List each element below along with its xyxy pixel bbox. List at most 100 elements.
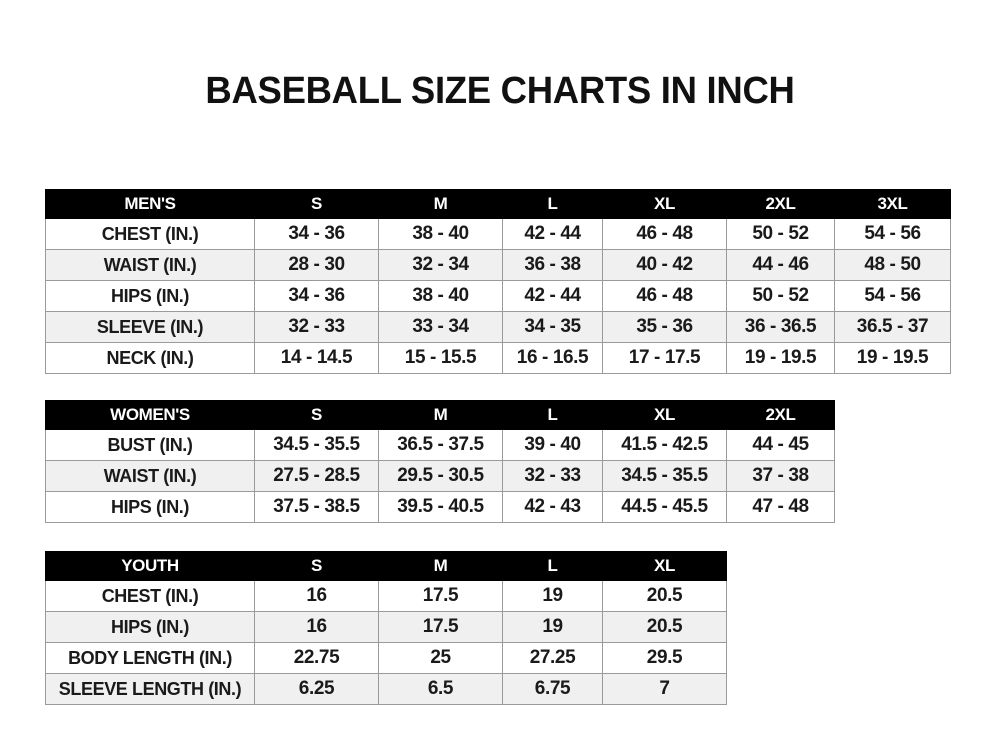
size-value-cell: 34 - 36 bbox=[254, 280, 379, 312]
size-header: L bbox=[502, 189, 603, 219]
table-header-row: YOUTH S M L XL bbox=[45, 551, 727, 581]
size-value-cell: 37 - 38 bbox=[726, 460, 835, 492]
size-header: M bbox=[378, 189, 503, 219]
category-header: WOMEN'S bbox=[45, 400, 255, 430]
size-value-cell: 39 - 40 bbox=[502, 429, 603, 461]
size-value-cell: 27.25 bbox=[502, 642, 603, 674]
table-row: SLEEVE LENGTH (IN.) 6.25 6.5 6.75 7 bbox=[45, 673, 727, 705]
size-value-cell: 19 - 19.5 bbox=[834, 342, 951, 374]
size-value-cell: 6.75 bbox=[502, 673, 603, 705]
size-value-cell: 27.5 - 28.5 bbox=[254, 460, 379, 492]
size-value-cell: 38 - 40 bbox=[378, 280, 503, 312]
measurement-label: CHEST (IN.) bbox=[45, 580, 255, 612]
measurement-label: BODY LENGTH (IN.) bbox=[45, 642, 255, 674]
size-value-cell: 29.5 bbox=[602, 642, 727, 674]
size-value-cell: 42 - 44 bbox=[502, 280, 603, 312]
table-row: CHEST (IN.) 16 17.5 19 20.5 bbox=[45, 580, 727, 612]
table-row: SLEEVE (IN.) 32 - 33 33 - 34 34 - 35 35 - 36… bbox=[45, 311, 951, 343]
womens-size-table: WOMEN'S S M L XL 2XL BUST (IN.) 34.5 - 35.5 36.5… bbox=[45, 400, 835, 523]
table-row: BODY LENGTH (IN.) 22.75 25 27.25 29.5 bbox=[45, 642, 727, 674]
size-value-cell: 32 - 33 bbox=[254, 311, 379, 343]
size-value-cell: 40 - 42 bbox=[602, 249, 727, 281]
size-value-cell: 34 - 36 bbox=[254, 218, 379, 250]
size-header: M bbox=[378, 400, 503, 430]
size-value-cell: 16 - 16.5 bbox=[502, 342, 603, 374]
size-header: XL bbox=[602, 189, 727, 219]
measurement-label: SLEEVE (IN.) bbox=[45, 311, 255, 343]
size-value-cell: 29.5 - 30.5 bbox=[378, 460, 503, 492]
size-value-cell: 20.5 bbox=[602, 611, 727, 643]
size-value-cell: 34 - 35 bbox=[502, 311, 603, 343]
size-value-cell: 48 - 50 bbox=[834, 249, 951, 281]
size-value-cell: 44 - 46 bbox=[726, 249, 835, 281]
page-title: BASEBALL SIZE CHARTS IN INCH bbox=[205, 70, 795, 112]
measurement-label: BUST (IN.) bbox=[45, 429, 255, 461]
size-value-cell: 54 - 56 bbox=[834, 218, 951, 250]
size-value-cell: 25 bbox=[378, 642, 503, 674]
table-row: HIPS (IN.) 16 17.5 19 20.5 bbox=[45, 611, 727, 643]
size-value-cell: 41.5 - 42.5 bbox=[602, 429, 727, 461]
size-header: 2XL bbox=[726, 400, 835, 430]
size-value-cell: 46 - 48 bbox=[602, 280, 727, 312]
size-value-cell: 42 - 43 bbox=[502, 491, 603, 523]
youth-size-table: YOUTH S M L XL CHEST (IN.) 16 17.5 19 20.5 HIPS (I… bbox=[45, 551, 727, 705]
size-value-cell: 50 - 52 bbox=[726, 218, 835, 250]
category-header: MEN'S bbox=[45, 189, 255, 219]
size-value-cell: 6.5 bbox=[378, 673, 503, 705]
size-value-cell: 17.5 bbox=[378, 611, 503, 643]
size-value-cell: 19 - 19.5 bbox=[726, 342, 835, 374]
size-value-cell: 15 - 15.5 bbox=[378, 342, 503, 374]
table-row: HIPS (IN.) 34 - 36 38 - 40 42 - 44 46 - 48 50… bbox=[45, 280, 951, 312]
size-value-cell: 46 - 48 bbox=[602, 218, 727, 250]
measurement-label: WAIST (IN.) bbox=[45, 249, 255, 281]
size-header: XL bbox=[602, 551, 727, 581]
size-value-cell: 17 - 17.5 bbox=[602, 342, 727, 374]
table-row: HIPS (IN.) 37.5 - 38.5 39.5 - 40.5 42 - 43 4… bbox=[45, 491, 835, 523]
size-header: L bbox=[502, 551, 603, 581]
size-value-cell: 38 - 40 bbox=[378, 218, 503, 250]
size-value-cell: 44 - 45 bbox=[726, 429, 835, 461]
mens-size-table: MEN'S S M L XL 2XL 3XL CHEST (IN.) 34 - 36 38 - 4… bbox=[45, 189, 951, 374]
size-value-cell: 34.5 - 35.5 bbox=[254, 429, 379, 461]
size-value-cell: 42 - 44 bbox=[502, 218, 603, 250]
size-header: M bbox=[378, 551, 503, 581]
size-header: XL bbox=[602, 400, 727, 430]
table-header-row: MEN'S S M L XL 2XL 3XL bbox=[45, 189, 951, 219]
table-row: NECK (IN.) 14 - 14.5 15 - 15.5 16 - 16.5 17 … bbox=[45, 342, 951, 374]
size-value-cell: 6.25 bbox=[254, 673, 379, 705]
size-value-cell: 36.5 - 37 bbox=[834, 311, 951, 343]
size-header: 3XL bbox=[834, 189, 951, 219]
size-value-cell: 19 bbox=[502, 580, 603, 612]
size-header: S bbox=[254, 551, 379, 581]
table-header-row: WOMEN'S S M L XL 2XL bbox=[45, 400, 835, 430]
size-value-cell: 28 - 30 bbox=[254, 249, 379, 281]
table-row: WAIST (IN.) 28 - 30 32 - 34 36 - 38 40 - 42 4… bbox=[45, 249, 951, 281]
size-value-cell: 14 - 14.5 bbox=[254, 342, 379, 374]
size-value-cell: 7 bbox=[602, 673, 727, 705]
size-value-cell: 36 - 38 bbox=[502, 249, 603, 281]
size-value-cell: 20.5 bbox=[602, 580, 727, 612]
size-header: 2XL bbox=[726, 189, 835, 219]
size-value-cell: 50 - 52 bbox=[726, 280, 835, 312]
size-value-cell: 32 - 34 bbox=[378, 249, 503, 281]
size-value-cell: 47 - 48 bbox=[726, 491, 835, 523]
size-value-cell: 35 - 36 bbox=[602, 311, 727, 343]
size-value-cell: 44.5 - 45.5 bbox=[602, 491, 727, 523]
size-value-cell: 54 - 56 bbox=[834, 280, 951, 312]
size-value-cell: 19 bbox=[502, 611, 603, 643]
measurement-label: SLEEVE LENGTH (IN.) bbox=[45, 673, 255, 705]
size-value-cell: 16 bbox=[254, 580, 379, 612]
measurement-label: HIPS (IN.) bbox=[45, 611, 255, 643]
category-header: YOUTH bbox=[45, 551, 255, 581]
size-header: L bbox=[502, 400, 603, 430]
size-header: S bbox=[254, 189, 379, 219]
measurement-label: HIPS (IN.) bbox=[45, 491, 255, 523]
size-value-cell: 36.5 - 37.5 bbox=[378, 429, 503, 461]
size-value-cell: 36 - 36.5 bbox=[726, 311, 835, 343]
size-value-cell: 16 bbox=[254, 611, 379, 643]
measurement-label: CHEST (IN.) bbox=[45, 218, 255, 250]
table-row: CHEST (IN.) 34 - 36 38 - 40 42 - 44 46 - 48 5… bbox=[45, 218, 951, 250]
size-value-cell: 37.5 - 38.5 bbox=[254, 491, 379, 523]
size-header: S bbox=[254, 400, 379, 430]
size-value-cell: 17.5 bbox=[378, 580, 503, 612]
